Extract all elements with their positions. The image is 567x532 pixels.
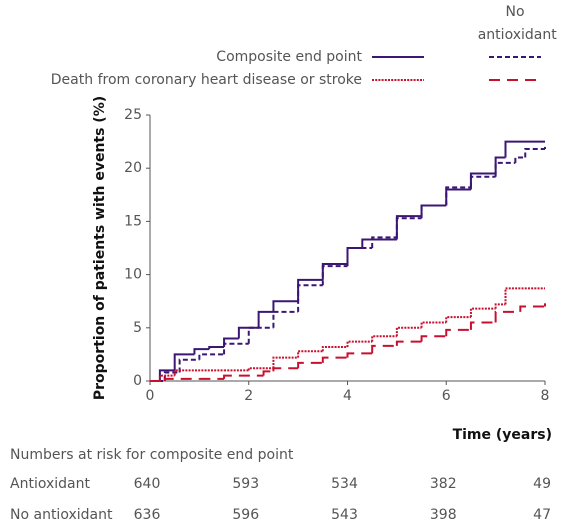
curve-step [208,345,225,350]
curve-step [173,369,225,376]
curve-step [346,247,363,264]
curve-step [346,247,373,267]
y-tick-label: 25 [124,107,142,123]
curve-step [395,217,422,238]
curve-step [262,370,274,376]
curve-step [272,310,299,328]
y-axis-label: Proportion of patients with events (%) [92,96,108,400]
curve-step [223,342,249,355]
curve-step [519,305,545,312]
curve-step [321,345,348,352]
curve-step [395,326,422,337]
curve-step [346,340,373,347]
curve-step [163,377,200,381]
curve-step [494,156,506,174]
legend-row-label: Composite end point [216,49,362,65]
curve-step [297,350,323,358]
y-tick-label: 5 [133,320,142,336]
curve-step [395,340,422,346]
curve-step [346,352,373,358]
curve-step [297,278,323,302]
curve-step [494,310,521,323]
curve-step [420,204,447,219]
curve-step [272,367,299,372]
risk-value: 543 [331,507,358,523]
curve-step [178,358,200,373]
x-axis-label: Time (years) [453,427,552,443]
curve-step [420,335,447,342]
legend-row-label: Death from coronary heart disease or str… [51,72,362,88]
curve-step [257,310,274,328]
curve-step [223,374,264,379]
curve-step [494,161,516,177]
legend-column-header: No antioxidant [473,4,557,43]
curve-step [420,321,447,328]
curve-step [198,353,225,360]
curve-step [504,140,545,158]
risk-row-label: No antioxidant [10,507,113,523]
curve-step [469,172,496,190]
curve-step [361,238,397,248]
curve-step [247,326,274,344]
x-tick-label: 0 [146,388,155,404]
curve-step [193,348,210,355]
curve-step [445,188,471,206]
curve-step [469,321,496,330]
curve-step [445,186,471,206]
risk-value: 636 [134,507,161,523]
curve-step [395,215,422,240]
curve-step [297,361,323,369]
curve-step [469,175,496,188]
curve-step [524,148,545,158]
curve-step [247,367,274,371]
curve-step [504,287,545,305]
curve-step [469,307,496,318]
y-tick-label: 20 [124,160,142,176]
risk-value: 49 [533,476,551,492]
curve-step [445,328,471,337]
risk-value: 640 [134,476,161,492]
curve-step [223,337,239,347]
x-tick-label: 2 [244,388,253,404]
risk-row-label: Antioxidant [10,476,90,492]
risk-value: 398 [430,507,457,523]
curve-step [297,284,323,312]
x-tick-label: 4 [343,388,352,404]
curve-step [272,356,299,369]
curve-step [420,204,447,217]
curve-step [445,316,471,323]
x-tick-label: 8 [541,388,550,404]
risk-value: 534 [331,476,358,492]
curve-step [371,335,397,342]
curve-step [514,156,526,163]
curve-step [272,300,299,312]
risk-value: 47 [533,507,551,523]
curve-step [321,265,348,286]
curve-step [494,303,506,309]
y-tick-label: 15 [124,213,142,229]
x-tick-label: 6 [442,388,451,404]
y-tick-label: 10 [124,267,142,283]
curve-step [321,356,348,363]
curve-step [173,353,195,371]
curve-step [371,344,397,354]
risk-table-title: Numbers at risk for composite end point [10,447,294,463]
risk-value: 596 [232,507,259,523]
risk-value: 593 [232,476,259,492]
curve-step [371,236,397,248]
y-tick-label: 0 [133,373,142,389]
curve-step [158,374,175,381]
risk-value: 382 [430,476,457,492]
